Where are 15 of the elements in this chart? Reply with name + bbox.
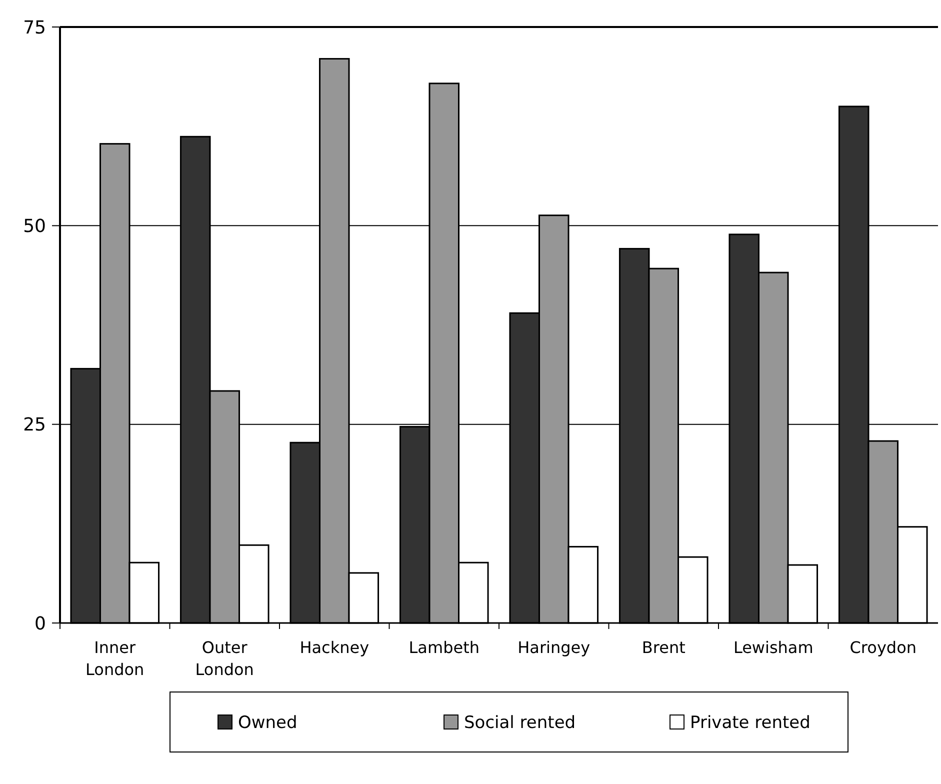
x-tick-label: Lewisham bbox=[733, 638, 814, 657]
y-tick-label: 75 bbox=[23, 17, 46, 38]
legend-label: Social rented bbox=[464, 712, 576, 733]
legend-label: Owned bbox=[238, 712, 298, 733]
x-tick-label: Outer London bbox=[195, 638, 254, 679]
x-tick-label: Lambeth bbox=[408, 638, 480, 657]
x-tick-label: Hackney bbox=[300, 638, 370, 657]
y-tick-label: 25 bbox=[23, 414, 46, 436]
x-tick-label: Haringey bbox=[518, 638, 590, 657]
legend-label: Private rented bbox=[690, 712, 810, 733]
y-tick-label: 50 bbox=[23, 216, 46, 237]
x-tick-label: Brent bbox=[642, 638, 686, 657]
y-tick-label: 0 bbox=[34, 613, 46, 634]
x-tick-label: Croydon bbox=[850, 638, 916, 657]
x-tick-label: Inner London bbox=[86, 638, 144, 679]
